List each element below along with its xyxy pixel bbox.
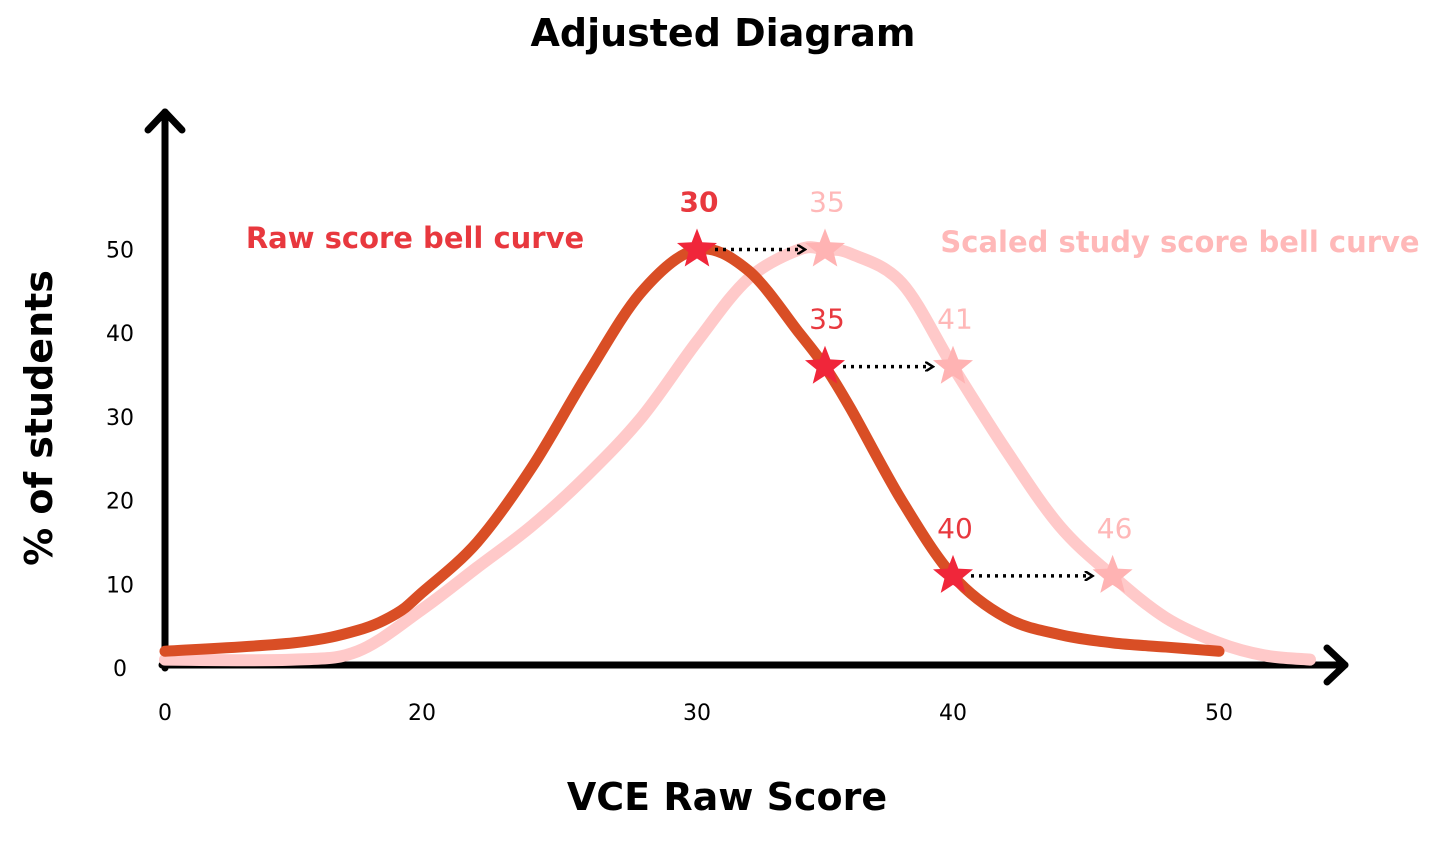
y-tick-label: 30 [106, 406, 134, 431]
point-label: 35 [809, 303, 845, 336]
x-tick-label: 50 [1205, 701, 1233, 726]
x-axis-arrowhead [1323, 644, 1349, 686]
y-tick-label: 50 [106, 239, 134, 264]
y-tick-label: 40 [106, 322, 134, 347]
point-label: 46 [1097, 512, 1133, 545]
star-marker [677, 228, 717, 267]
series-curves [159, 241, 1316, 667]
x-axis-title: VCE Raw Score [567, 775, 887, 819]
x-tick-label: 0 [158, 701, 172, 726]
raw-curve-label: Raw score bell curve [246, 221, 584, 255]
star-marker [933, 345, 973, 384]
point-label: 30 [680, 186, 719, 219]
point-label: 35 [809, 186, 845, 219]
star-marker [805, 228, 845, 267]
point-label: 41 [937, 303, 973, 336]
star-marker [1092, 554, 1133, 593]
point-label: 40 [937, 512, 973, 545]
shift-arrows [715, 250, 1091, 576]
raw-score-curve [159, 243, 1225, 657]
y-tick-label: 0 [113, 657, 127, 682]
x-tick-label: 20 [408, 701, 436, 726]
y-axis-arrowhead [144, 108, 186, 134]
star-marker [805, 345, 845, 384]
y-tick-label: 20 [106, 490, 134, 515]
scaled-score-curve [159, 241, 1316, 667]
scaled-curve-label: Scaled study score bell curve [940, 225, 1419, 259]
y-axis-title: % of students [17, 270, 61, 566]
x-tick-label: 40 [939, 701, 967, 726]
y-tick-labels: 0 10 20 30 40 50 [106, 239, 134, 683]
x-tick-labels: 0 20 30 40 50 [158, 701, 1233, 726]
y-tick-label: 10 [106, 573, 134, 598]
x-tick-label: 30 [683, 701, 711, 726]
series-markers: 30 35 40 35 41 46 [677, 186, 1133, 593]
star-marker [933, 554, 973, 593]
chart-title: Adjusted Diagram [530, 11, 915, 55]
